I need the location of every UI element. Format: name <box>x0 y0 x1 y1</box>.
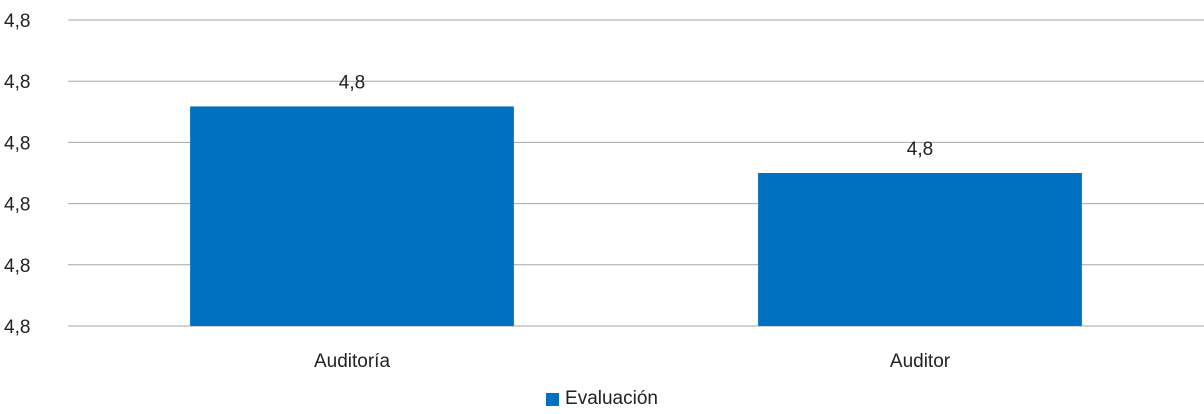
y-tick-label: 4,8 <box>4 72 30 93</box>
legend: Evaluación <box>0 388 1204 410</box>
bar <box>190 106 514 326</box>
y-tick-label: 4,8 <box>4 195 30 216</box>
data-label: 4,8 <box>907 139 933 160</box>
x-category-label: Auditor <box>890 351 951 372</box>
bar <box>758 173 1082 326</box>
x-axis: Auditoría Auditor <box>314 351 951 372</box>
y-tick-label: 4,8 <box>4 11 30 32</box>
legend-swatch <box>546 392 560 406</box>
y-tick-label: 4,8 <box>4 133 30 154</box>
data-labels: 4,8 4,8 <box>339 72 933 160</box>
data-label: 4,8 <box>339 72 365 93</box>
y-tick-label: 4,8 <box>4 317 30 338</box>
y-axis: 4,8 4,8 4,8 4,8 4,8 4,8 <box>4 11 30 338</box>
x-category-label: Auditoría <box>314 351 390 372</box>
legend-label: Evaluación <box>565 388 658 409</box>
y-tick-label: 4,8 <box>4 256 30 277</box>
bars <box>190 106 1082 326</box>
